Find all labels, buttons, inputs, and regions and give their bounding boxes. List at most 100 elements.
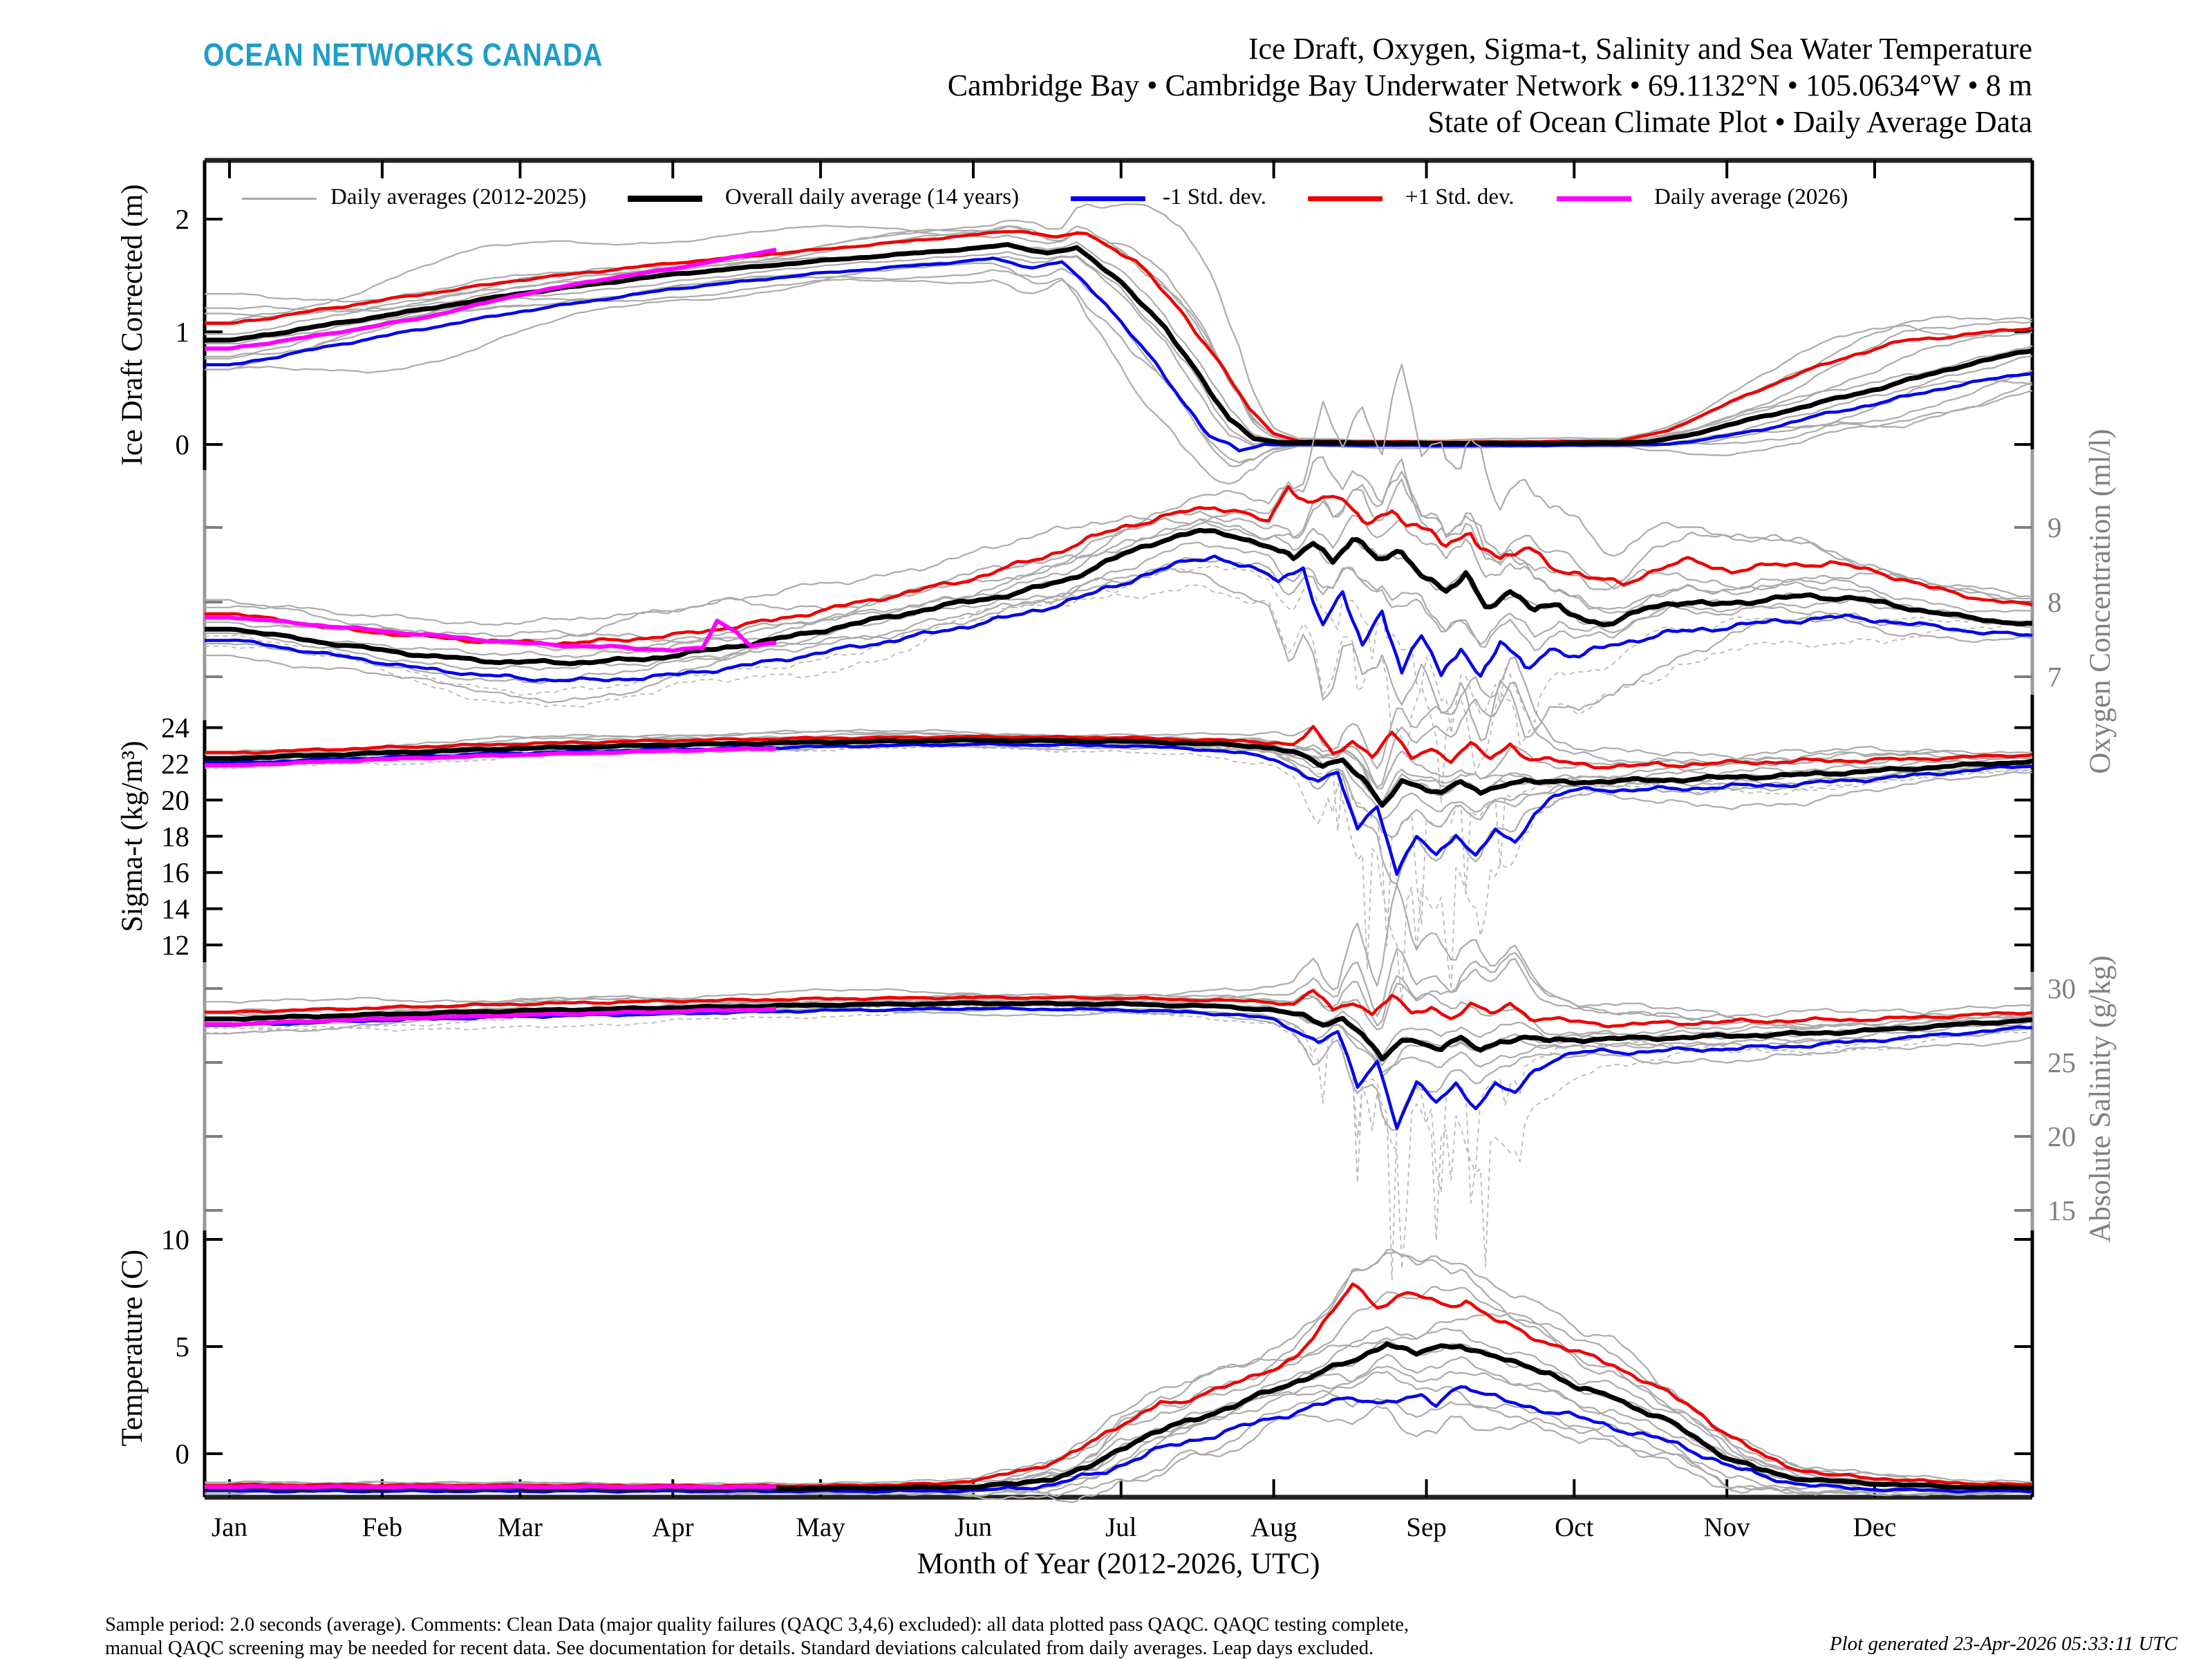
- y-axis-label-oxygen: Oxygen Concentration (ml/l): [2084, 429, 2117, 774]
- series-plus-std-oxygen: [205, 485, 2033, 647]
- y-tick-label: 0: [176, 429, 190, 460]
- plot-generated-timestamp: Plot generated 23-Apr-2026 05:33:11 UTC: [1829, 1633, 2177, 1655]
- series-minus-std-salinity: [205, 1006, 2033, 1130]
- series-ensemble-oxygen: [205, 456, 2033, 644]
- series-ensemble-temperature: [205, 1251, 2033, 1489]
- month-tick-label: Sep: [1406, 1512, 1447, 1542]
- legend: Daily averages (2012-2025) Overall daily …: [0, 0, 2212, 209]
- legend-item-label: Overall daily average (14 years): [725, 185, 1020, 209]
- y-tick-label: 30: [2047, 973, 2076, 1004]
- series-overall-oxygen: [205, 527, 2033, 666]
- series-ensemble-sigma_t: [205, 745, 2033, 1007]
- ocean-networks-canada-logo: OCEAN NETWORKS CANADA: [203, 37, 603, 73]
- y-axis-label-ice_draft: Ice Draft Corrected (m): [116, 184, 149, 465]
- series-ensemble-sigma_t: [205, 744, 2033, 885]
- y-tick-label: 5: [176, 1331, 190, 1362]
- month-tick-label: Apr: [652, 1512, 694, 1542]
- y-axis-label-sigma_t: Sigma-t (kg/m³): [116, 741, 149, 932]
- legend-item-label: Daily averages (2012-2025): [330, 185, 587, 209]
- legend-line-swatch: [1071, 196, 1145, 201]
- month-tick-label: Feb: [362, 1512, 403, 1542]
- y-tick-label: 1: [176, 316, 190, 348]
- series-ensemble-temperature: [205, 1286, 2033, 1490]
- series-minus-std-ice_draft: [205, 256, 2033, 453]
- series-ensemble-ice_draft: [205, 261, 2033, 485]
- series-ensemble-oxygen: [205, 514, 2033, 659]
- series-overall-ice_draft: [205, 242, 2033, 447]
- y-axis-label-temperature: Temperature (C): [116, 1250, 149, 1447]
- series-overall-salinity: [205, 1000, 2033, 1062]
- y-tick-label: 2: [176, 203, 190, 235]
- legend-item-label: -1 Std. dev.: [1163, 185, 1267, 209]
- series-current-2026-ice_draft: [205, 247, 777, 351]
- series-ensemble-ice_draft: [205, 203, 2033, 442]
- y-tick-label: 14: [161, 893, 189, 925]
- y-tick-label: 18: [161, 821, 189, 852]
- month-tick-label: Jun: [955, 1512, 992, 1542]
- y-axis-label-salinity: Absolute Salinity (g/kg): [2084, 955, 2117, 1243]
- series-ensemble-ice_draft: [205, 278, 2033, 464]
- y-tick-label: 24: [161, 712, 189, 744]
- y-tick-label: 20: [161, 784, 189, 816]
- series-ensemble-temperature: [205, 1371, 2033, 1497]
- series-ensemble-oxygen: [205, 528, 2033, 666]
- series-ensemble-ice_draft: [205, 243, 2033, 444]
- series-current-2026-sigma_t: [205, 746, 777, 767]
- legend-line-swatch: [1557, 196, 1631, 201]
- plot-title-line3: State of Ocean Climate Plot • Daily Aver…: [1427, 105, 2032, 139]
- legend-line-swatch: [628, 195, 702, 202]
- series-ensemble-oxygen: [205, 568, 2033, 742]
- series-plus-std-temperature: [205, 1282, 2033, 1488]
- series-ensemble-oxygen: [205, 556, 2033, 684]
- y-tick-label: 10: [161, 1224, 189, 1255]
- y-tick-label: 8: [2047, 586, 2062, 618]
- y-tick-label: 9: [2047, 512, 2062, 543]
- series-minus-std-oxygen: [205, 554, 2033, 683]
- series-ensemble-ice_draft: [205, 256, 2033, 448]
- series-ensemble-ice_draft: [205, 241, 2033, 444]
- footer-comments-line1: Sample period: 2.0 seconds (average). Co…: [105, 1614, 1409, 1635]
- y-tick-label: 15: [2047, 1194, 2076, 1226]
- series-ensemble-oxygen: [205, 541, 2033, 671]
- series-current-2026-oxygen: [205, 615, 777, 653]
- series-ensemble-oxygen: [205, 565, 2033, 734]
- y-tick-label: 16: [161, 856, 189, 888]
- month-tick-label: Oct: [1555, 1512, 1593, 1542]
- series-minus-std-temperature: [205, 1385, 2033, 1494]
- x-axis-label: Month of Year (2012-2026, UTC): [917, 1548, 1320, 1580]
- y-tick-label: 0: [176, 1438, 190, 1470]
- month-tick-label: May: [796, 1512, 845, 1542]
- plot-title-block: Ice Draft, Oxygen, Sigma-t, Salinity and…: [948, 30, 2032, 140]
- y-tick-label: 7: [2047, 661, 2062, 693]
- series-ensemble-oxygen: [205, 458, 2033, 646]
- series-ensemble-ice_draft: [205, 225, 2033, 444]
- y-tick-label: 12: [161, 929, 189, 961]
- footer-comments-line2: manual QAQC screening may be needed for …: [105, 1638, 1374, 1659]
- y-tick-label: 25: [2047, 1047, 2076, 1078]
- series-ensemble-oxygen: [205, 584, 2033, 804]
- month-tick-label: Aug: [1250, 1512, 1297, 1542]
- y-tick-label: 22: [161, 748, 189, 780]
- series-ensemble-ice_draft: [205, 225, 2033, 442]
- series-ensemble-salinity: [205, 1004, 2033, 1270]
- series-ensemble-sigma_t: [205, 656, 2033, 770]
- series-current-2026-temperature: [205, 1484, 777, 1490]
- month-tick-label: Dec: [1853, 1512, 1897, 1542]
- month-tick-label: Jan: [212, 1512, 247, 1542]
- series-ensemble-sigma_t: [205, 742, 2033, 838]
- series-ensemble-temperature: [205, 1389, 2033, 1494]
- series-overall-sigma_t: [205, 737, 2033, 808]
- month-tick-label: Mar: [498, 1512, 543, 1542]
- series-plus-std-ice_draft: [205, 229, 2033, 444]
- plot-title-line1: Ice Draft, Oxygen, Sigma-t, Salinity and…: [1248, 32, 2032, 66]
- legend-item-label: Daily average (2026): [1654, 185, 1848, 209]
- series-current-2026-salinity: [205, 1006, 777, 1027]
- legend-item-label: +1 Std. dev.: [1405, 185, 1515, 209]
- month-tick-label: Nov: [1704, 1512, 1751, 1542]
- plot-title-line2: Cambridge Bay • Cambridge Bay Underwater…: [947, 68, 2032, 102]
- series-plus-std-salinity: [205, 988, 2033, 1029]
- month-tick-label: Jul: [1105, 1512, 1137, 1542]
- series-plus-std-sigma_t: [205, 724, 2033, 770]
